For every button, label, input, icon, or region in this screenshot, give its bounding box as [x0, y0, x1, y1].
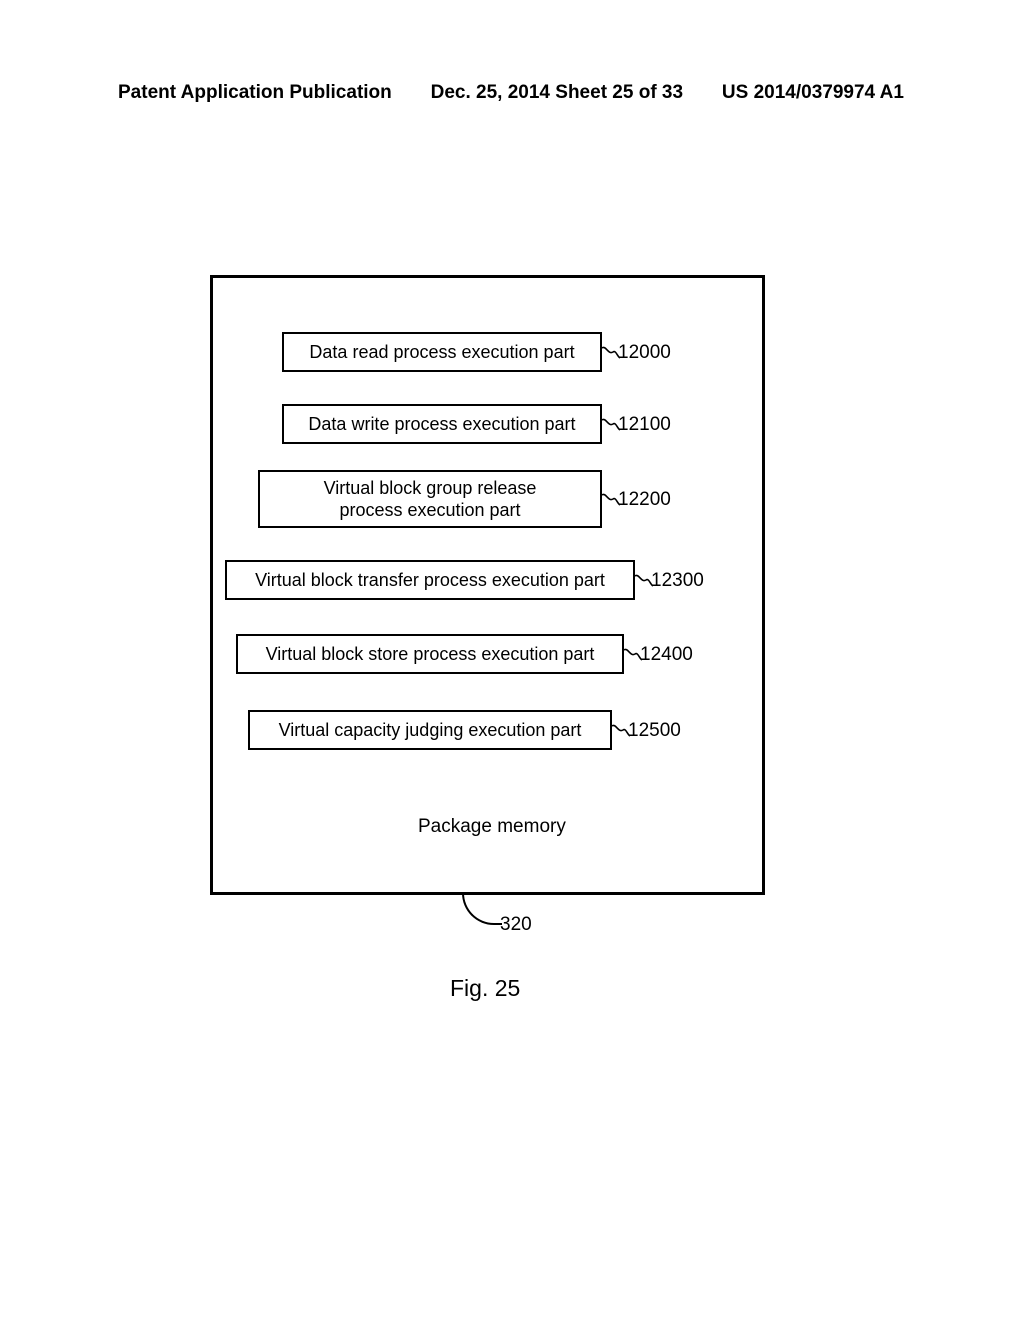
component-box: Virtual capacity judging execution part: [248, 710, 612, 750]
outer-reference-connector: [462, 893, 502, 925]
outer-reference-number: 320: [500, 914, 532, 936]
header-right-text: US 2014/0379974 A1: [722, 82, 904, 104]
page: Patent Application Publication Dec. 25, …: [0, 0, 1024, 1320]
page-header: Patent Application Publication Dec. 25, …: [118, 82, 904, 104]
component-box: Virtual block store process execution pa…: [236, 634, 624, 674]
component-box: Virtual block group release process exec…: [258, 470, 602, 528]
reference-number: 12500: [628, 720, 681, 742]
component-label: Virtual block store process execution pa…: [266, 643, 595, 666]
reference-number: 12300: [651, 570, 704, 592]
component-label: Virtual block group release process exec…: [324, 477, 537, 522]
reference-number: 12400: [640, 644, 693, 666]
component-box: Data write process execution part: [282, 404, 602, 444]
component-box: Virtual block transfer process execution…: [225, 560, 635, 600]
component-label: Virtual capacity judging execution part: [279, 719, 582, 742]
component-label: Data write process execution part: [308, 413, 575, 436]
reference-number: 12000: [618, 342, 671, 364]
component-box: Data read process execution part: [282, 332, 602, 372]
header-left-text: Patent Application Publication: [118, 82, 392, 104]
package-memory-label: Package memory: [418, 816, 566, 838]
reference-number: 12200: [618, 489, 671, 511]
figure-caption: Fig. 25: [450, 975, 520, 1002]
header-center-text: Dec. 25, 2014 Sheet 25 of 33: [431, 82, 683, 104]
reference-number: 12100: [618, 414, 671, 436]
component-label: Data read process execution part: [309, 341, 574, 364]
component-label: Virtual block transfer process execution…: [255, 569, 605, 592]
